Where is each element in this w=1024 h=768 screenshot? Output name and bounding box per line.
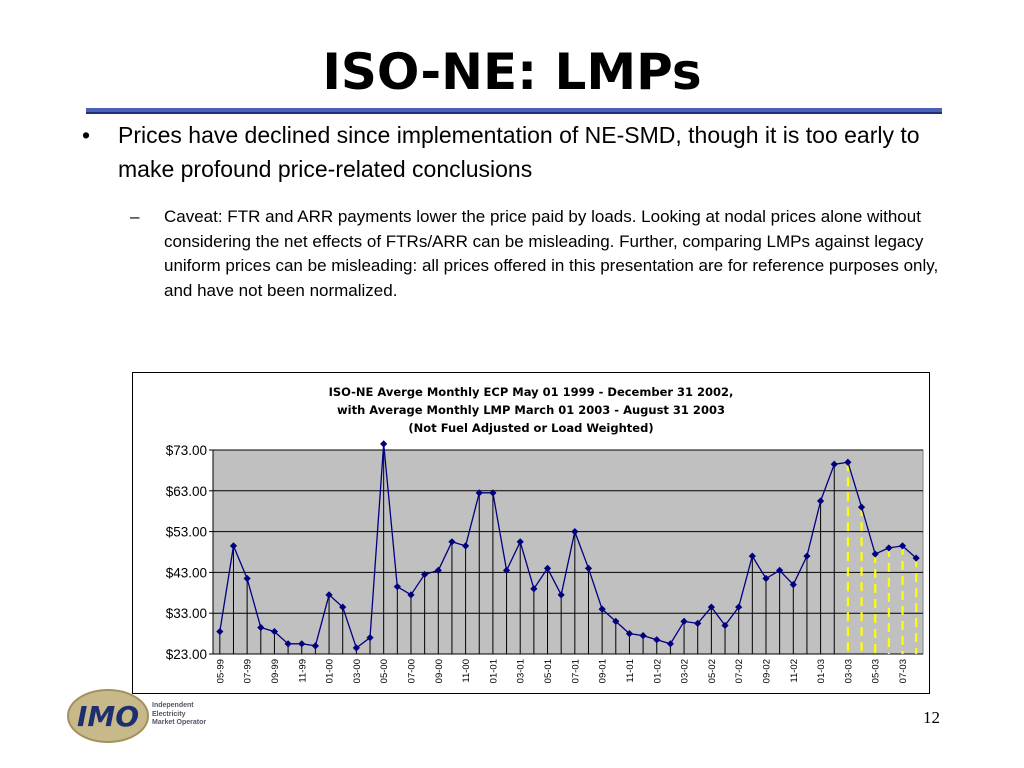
imo-logo: IMO	[67, 689, 149, 743]
data-point	[816, 497, 825, 505]
plot-area	[212, 449, 924, 655]
title-underline-shadow	[86, 112, 942, 114]
sub-bullet-text: Caveat: FTR and ARR payments lower the p…	[164, 207, 939, 300]
x-tick-label: 07-03	[898, 659, 909, 683]
x-tick-label: 07-00	[406, 659, 417, 683]
x-tick-label: 07-02	[734, 659, 745, 683]
data-point	[229, 542, 238, 550]
data-point	[898, 542, 907, 550]
x-tick-label: 09-02	[761, 659, 772, 683]
y-tick-label: $33.00	[166, 606, 207, 621]
page-number: 12	[923, 708, 940, 727]
data-point	[366, 634, 374, 642]
main-bullet-text: Prices have declined since implementatio…	[118, 122, 920, 182]
data-point	[680, 617, 688, 625]
chart-title: ISO-NE Averge Monthly ECP May 01 1999 - …	[133, 383, 929, 437]
logo-oval	[67, 689, 149, 743]
data-point	[298, 640, 306, 648]
data-point	[625, 630, 634, 638]
chart-title-line-3: (Not Fuel Adjusted or Load Weighted)	[408, 421, 654, 435]
x-tick-label: 01-01	[488, 659, 499, 683]
data-point	[489, 489, 497, 497]
x-tick-label: 05-02	[707, 659, 718, 683]
y-tick-label: $23.00	[166, 647, 207, 662]
slide-title: ISO-NE: LMPs	[322, 43, 702, 101]
sub-bullet-marker: –	[130, 207, 140, 226]
data-point	[653, 636, 661, 644]
y-tick-label: $43.00	[166, 565, 207, 580]
data-point	[557, 591, 565, 599]
data-point	[380, 440, 388, 448]
x-tick-label: 05-03	[871, 659, 882, 683]
data-point	[311, 642, 320, 650]
data-point	[530, 585, 538, 593]
x-tick-label: 01-02	[652, 659, 663, 683]
series-line	[219, 443, 917, 649]
x-tick-label: 11-00	[461, 659, 472, 683]
x-tick-label: 01-00	[325, 659, 336, 683]
x-tick-label: 03-03	[843, 659, 854, 683]
x-tick-label: 03-01	[516, 659, 527, 683]
data-point	[912, 554, 920, 562]
chart-frame: ISO-NE Averge Monthly ECP May 01 1999 - …	[132, 372, 930, 694]
data-point	[776, 566, 784, 574]
x-tick-label: 11-01	[625, 659, 636, 683]
data-point	[270, 627, 279, 636]
x-tick-label: 05-01	[543, 659, 554, 683]
bullet-marker: •	[82, 122, 91, 148]
data-point	[830, 460, 838, 468]
x-tick-label: 09-00	[434, 659, 445, 683]
data-point	[461, 542, 470, 550]
x-tick-label: 01-03	[816, 659, 827, 683]
x-tick-label: 11-02	[789, 659, 800, 683]
chart-title-line-1: ISO-NE Averge Monthly ECP May 01 1999 - …	[328, 385, 734, 399]
data-point	[543, 564, 552, 572]
x-tick-label: 03-02	[680, 659, 691, 683]
data-point	[571, 528, 579, 536]
x-tick-label: 05-99	[215, 659, 226, 683]
logo-caption-line-3: Market Operator	[152, 719, 207, 726]
chart-title-line-2: with Average Monthly LMP March 01 2003 -…	[337, 403, 725, 417]
data-point	[666, 640, 675, 648]
data-point	[639, 632, 647, 640]
logo-mark-text: IMO	[77, 700, 139, 733]
data-point	[844, 458, 852, 466]
x-tick-label: 03-00	[352, 659, 363, 683]
x-tick-label: 09-01	[598, 659, 609, 683]
logo-caption-line-1: Independent	[152, 702, 194, 709]
chart-plot: $23.00 $33.00 $43.00 $53.00 $63.00 $73.00 05-9…	[166, 440, 924, 683]
data-point	[857, 503, 866, 511]
data-point	[216, 627, 224, 636]
logo-caption-line-2: Electricity	[152, 710, 186, 718]
logo-caption: Independent Electricity Market Operator	[152, 702, 206, 728]
x-tick-label: 07-01	[570, 659, 581, 683]
x-tick-label: 05-00	[379, 659, 390, 683]
data-point	[584, 564, 593, 572]
data-point	[789, 581, 797, 589]
data-point	[721, 621, 729, 630]
x-tick-label: 09-99	[270, 659, 281, 683]
x-tick-label: 07-99	[243, 659, 254, 683]
y-tick-label: $73.00	[166, 443, 207, 458]
x-tick-label: 11-99	[297, 659, 308, 683]
y-tick-label: $53.00	[166, 525, 207, 540]
title-underline	[86, 108, 942, 112]
y-tick-label: $63.00	[166, 484, 207, 499]
data-point	[516, 538, 524, 546]
data-point	[598, 605, 606, 613]
